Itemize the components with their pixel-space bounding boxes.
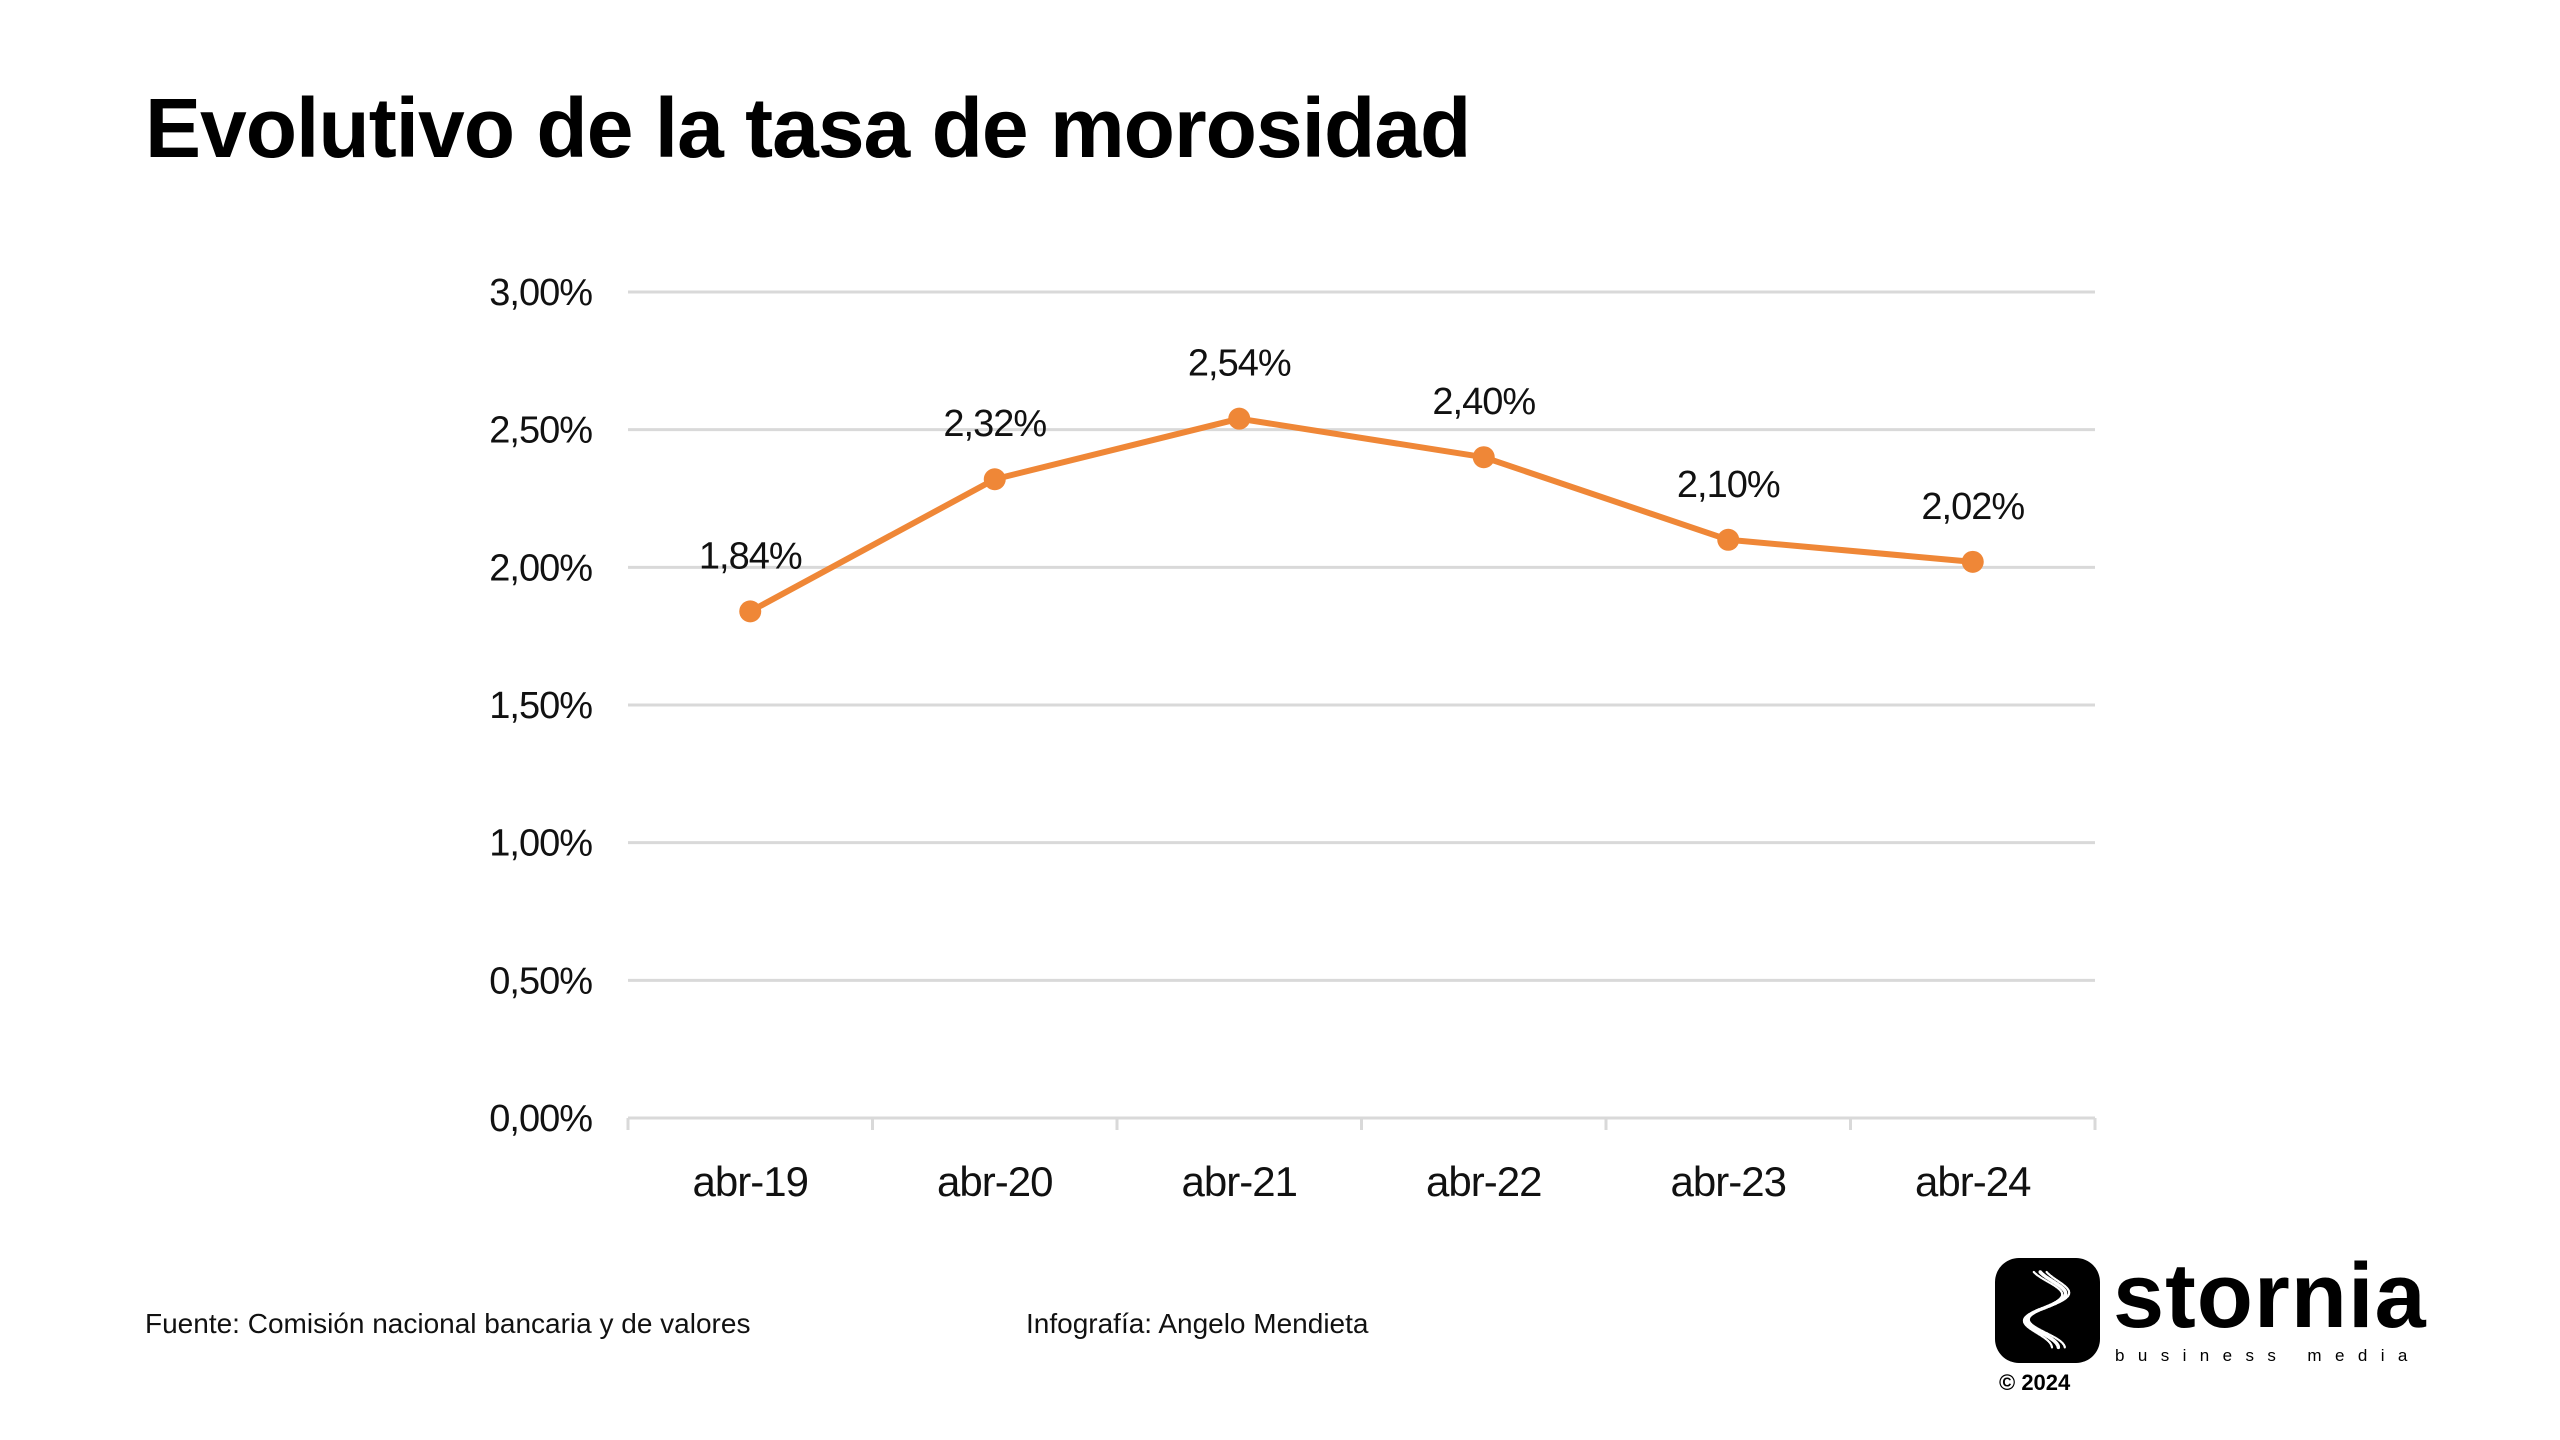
y-tick-label: 3,00% [489, 272, 592, 314]
data-label: 1,84% [699, 535, 802, 577]
grid-lines [628, 290, 2095, 982]
chart-title: Evolutivo de la tasa de morosidad [145, 81, 1471, 175]
copyright: © 2024 [1999, 1370, 2071, 1395]
logo-s-icon [1995, 1258, 2100, 1363]
data-point [1472, 446, 1495, 469]
x-tick-label: abr-24 [1915, 1158, 2031, 1205]
y-tick-label: 1,00% [489, 823, 592, 865]
logo-wordmark: stornia [2113, 1245, 2427, 1347]
stornia-logo: stornia business media © 2024 [1995, 1250, 2455, 1398]
series-line [747, 415, 1976, 615]
y-axis-labels: 0,00% 0,50% 1,00% 1,50% 2,00% 2,50% 3,00% [489, 272, 593, 1140]
data-label: 2,10% [1677, 464, 1780, 506]
infographic-credit: Infografía: Angelo Mendieta [1026, 1308, 1369, 1339]
x-axis: abr-19 abr-20 abr-21 abr-22 abr-23 abr-24 [626, 1116, 2097, 1205]
y-tick-label: 1,50% [489, 685, 592, 727]
data-label: 2,02% [1921, 486, 2024, 528]
data-points [739, 407, 1984, 623]
data-point [739, 600, 762, 623]
data-point [983, 468, 1006, 491]
x-tick-label: abr-23 [1671, 1158, 1786, 1205]
data-label: 2,32% [943, 403, 1046, 445]
data-point [1228, 407, 1251, 430]
y-tick-label: 2,00% [489, 547, 592, 589]
x-tick-label: abr-22 [1426, 1158, 1541, 1205]
data-label: 2,54% [1188, 343, 1291, 385]
y-tick-label: 0,50% [489, 960, 592, 1002]
logo-tagline: business media [2115, 1346, 2421, 1365]
data-labels: 1,84% 2,32% 2,54% 2,40% 2,10% 2,02% [699, 343, 2025, 578]
data-point [1717, 528, 1740, 551]
x-tick-label: abr-19 [693, 1158, 808, 1205]
series-line-path [747, 415, 1976, 615]
data-label: 2,40% [1432, 381, 1535, 423]
source-note: Fuente: Comisión nacional bancaria y de … [145, 1308, 751, 1339]
x-tick-label: abr-20 [937, 1158, 1052, 1205]
data-point [1961, 550, 1984, 573]
y-tick-label: 2,50% [489, 410, 592, 452]
y-tick-label: 0,00% [489, 1098, 592, 1140]
x-tick-label: abr-21 [1182, 1158, 1297, 1205]
